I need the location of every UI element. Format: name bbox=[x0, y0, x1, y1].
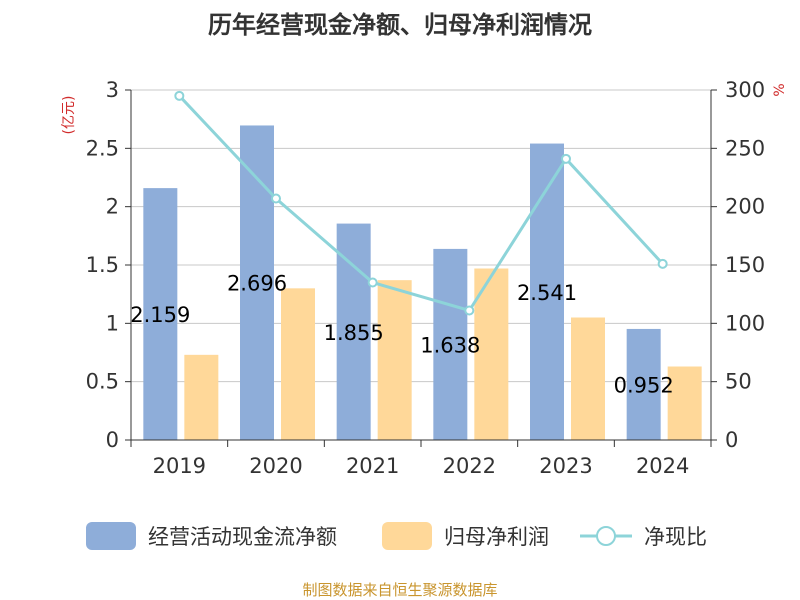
axes: 0 0.5 1 1.5 2 2.5 3 0 50 100 150 200 250 300 2019 2020 2… bbox=[86, 78, 766, 478]
data-label: 2.159 bbox=[130, 303, 190, 327]
left-tick-label: 3 bbox=[106, 78, 119, 102]
bar bbox=[474, 268, 509, 440]
legend-swatch-profit bbox=[382, 522, 432, 550]
bar bbox=[626, 328, 661, 440]
right-tick-label: 250 bbox=[725, 136, 765, 160]
data-label: 2.696 bbox=[227, 272, 287, 296]
data-label: 2.541 bbox=[517, 281, 577, 305]
source-note: 制图数据来自恒生聚源数据库 bbox=[302, 581, 497, 599]
right-tick-label: 0 bbox=[725, 428, 738, 452]
ratio-point bbox=[367, 277, 378, 288]
x-tick-label: 2024 bbox=[636, 454, 689, 478]
bar bbox=[336, 223, 371, 440]
legend-label-ratio: 净现比 bbox=[644, 525, 707, 549]
legend-swatch-cashflow bbox=[86, 522, 136, 550]
right-tick-label: 200 bbox=[725, 195, 765, 219]
bar bbox=[184, 354, 219, 440]
data-label: 1.638 bbox=[420, 333, 480, 357]
left-tick-label: 1.5 bbox=[86, 253, 119, 277]
ratio-point bbox=[464, 305, 475, 316]
ratio-polyline bbox=[178, 94, 664, 313]
x-tick-label: 2022 bbox=[443, 454, 496, 478]
bar bbox=[667, 366, 702, 440]
ratio-point bbox=[561, 153, 571, 164]
data-label: 0.952 bbox=[614, 373, 674, 397]
right-tick-label: 300 bbox=[725, 78, 765, 102]
x-tick-label: 2023 bbox=[539, 454, 592, 478]
chart-title: 历年经营现金净额、归母净利润情况 bbox=[208, 11, 592, 39]
bar bbox=[281, 288, 315, 440]
left-tick-label: 2.5 bbox=[86, 136, 119, 160]
x-tick-label: 2020 bbox=[249, 454, 302, 478]
bar bbox=[377, 280, 412, 440]
bar bbox=[143, 188, 178, 440]
left-tick-label: 1 bbox=[106, 311, 119, 335]
bar bbox=[571, 317, 605, 440]
left-tick-label: 0.5 bbox=[86, 370, 119, 394]
left-axis-unit: (亿元) bbox=[61, 96, 77, 135]
left-tick-label: 2 bbox=[106, 195, 119, 219]
data-label: 1.855 bbox=[324, 321, 384, 345]
left-tick-label: 0 bbox=[106, 428, 119, 452]
data-labels: 2.159 2.696 1.855 1.638 2.541 0.952 bbox=[130, 272, 673, 398]
right-tick-label: 150 bbox=[725, 253, 765, 277]
right-tick-label: 100 bbox=[725, 311, 765, 335]
right-axis-unit: % bbox=[772, 83, 788, 96]
ratio-line bbox=[174, 90, 668, 316]
ratio-point bbox=[271, 193, 281, 204]
bar bbox=[433, 248, 468, 440]
legend-marker-ratio bbox=[596, 526, 616, 546]
x-tick-label: 2019 bbox=[153, 454, 206, 478]
right-tick-label: 50 bbox=[725, 370, 752, 394]
x-tick-label: 2021 bbox=[346, 454, 399, 478]
legend-label-cashflow: 经营活动现金流净额 bbox=[148, 525, 337, 549]
legend: 经营活动现金流净额 归母净利润 净现比 bbox=[86, 522, 707, 550]
legend-label-profit: 归母净利润 bbox=[444, 525, 549, 549]
ratio-point bbox=[657, 258, 668, 269]
bar bbox=[530, 143, 564, 441]
ratio-point bbox=[174, 90, 185, 101]
